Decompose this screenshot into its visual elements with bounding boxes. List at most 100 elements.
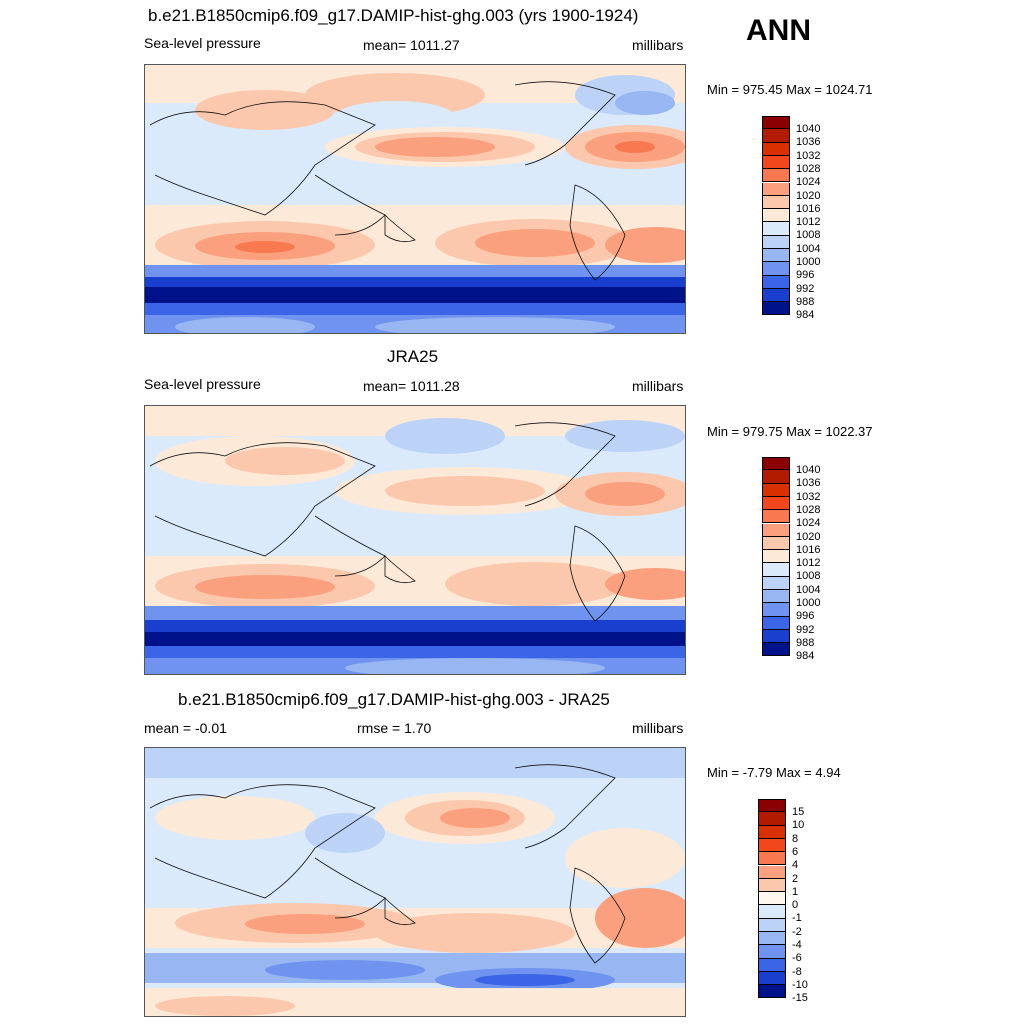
colorbar-swatch [762,116,790,130]
colorbar-swatch [762,576,790,590]
colorbar-swatch [762,302,790,316]
colorbar-tick-label: 1012 [796,216,821,229]
colorbar-tick-label: 0 [792,899,799,912]
colorbar-tick-label: -6 [792,952,802,965]
colorbar-tick-label: 996 [796,610,815,623]
colorbar-tick-label: 988 [796,295,815,308]
colorbar-tick-label: 2 [792,872,799,885]
colorbar-swatch [758,892,786,906]
colorbar-swatch [762,470,790,484]
colorbar-tick-label: 6 [792,845,799,858]
colorbar-tick-label: 4 [792,859,799,872]
colorbar-swatch [758,905,786,919]
colorbar-swatch [758,958,786,972]
colorbar-swatch [758,945,786,959]
panel1-map [144,64,686,334]
colorbar-tick-label: -1 [792,912,802,925]
panel2-title: JRA25 [387,347,439,366]
colorbar-swatch [762,155,790,170]
colorbar-swatch [758,932,786,946]
colorbar-tick-label: 1036 [796,136,821,149]
colorbar-swatch [758,838,786,853]
colorbar-swatch [762,129,790,143]
panel3-title: b.e21.B1850cmip6.f09_g17.DAMIP-hist-ghg.… [178,690,610,709]
colorbar-tick-label: 1016 [796,543,821,556]
panel1-minmax: Min = 975.45 Max = 1024.71 [707,82,873,97]
colorbar-swatch [762,563,790,577]
colorbar-swatch [762,603,790,617]
colorbar-swatch [762,288,790,303]
colorbar-tick-label: 992 [796,282,815,295]
colorbar-tick-label: 996 [796,269,815,282]
colorbar-tick-label: 1020 [796,189,821,202]
panel2-minmax: Min = 979.75 Max = 1022.37 [707,424,873,439]
colorbar-tick-label: 992 [796,623,815,636]
colorbar-tick-label: 1040 [796,123,821,135]
colorbar-tick-label: 1032 [796,149,821,162]
colorbar-swatch [762,510,790,524]
panel3-minmax: Min = -7.79 Max = 4.94 [707,765,841,780]
colorbar-swatch [762,275,790,289]
colorbar-tick-label: 1004 [796,242,821,255]
colorbar-swatch [762,629,790,644]
colorbar-swatch [762,262,790,276]
colorbar-swatch [762,483,790,497]
colorbar-tick-label: 984 [796,650,815,663]
panel2-right-label: millibars [632,378,684,394]
panel2-map-svg [145,406,685,674]
colorbar-tick-label: 1024 [796,517,821,530]
colorbar-swatch [762,536,790,551]
panel2-left-label: Sea-level pressure [144,376,261,392]
panel1-center-label: mean= 1011.27 [363,37,460,53]
colorbar-tick-label: 8 [792,832,799,845]
colorbar-tick-label: 1040 [796,464,821,476]
colorbar-swatch [758,825,786,839]
colorbar-tick-label: -2 [792,925,802,938]
colorbar-swatch [758,865,786,879]
colorbar-swatch [758,812,786,826]
colorbar-tick-label: 1016 [796,202,821,215]
colorbar-tick-label: 1032 [796,490,821,503]
panel1-map-svg [145,65,685,333]
colorbar-tick-label: 1012 [796,557,821,570]
colorbar-swatch [762,616,790,630]
panel1-right-label: millibars [632,37,684,53]
panel3-map [144,747,686,1017]
colorbar-swatch [758,799,786,813]
season-label: ANN [746,14,811,47]
colorbar-swatch [762,182,790,196]
colorbar-tick-label: 1 [792,885,799,898]
colorbar-tick-label: 1036 [796,477,821,490]
colorbar-tick-label: 15 [792,806,805,818]
colorbar-swatch [762,643,790,657]
colorbar-tick-label: 984 [796,309,815,322]
colorbar-tick-label: 1008 [796,229,821,242]
panel1-left-label: Sea-level pressure [144,35,261,51]
colorbar-swatch [758,971,786,986]
colorbar-tick-label: 1028 [796,503,821,516]
panel3-map-svg [145,748,685,1016]
panel1-title: b.e21.B1850cmip6.f09_g17.DAMIP-hist-ghg.… [148,6,639,25]
colorbar-tick-label: 1020 [796,530,821,543]
colorbar-swatch [758,918,786,932]
colorbar-swatch [762,496,790,511]
panel2-center-label: mean= 1011.28 [363,378,460,394]
colorbar-tick-label: 1004 [796,583,821,596]
colorbar-swatch [762,235,790,249]
colorbar-tick-label: 1000 [796,256,821,268]
colorbar-swatch [762,222,790,236]
colorbar-tick-label: 1008 [796,570,821,583]
panel3-center-label: rmse = 1.70 [357,720,432,736]
colorbar-swatch [762,195,790,210]
colorbar-swatch [762,590,790,604]
colorbar-tick-label: 1000 [796,597,821,609]
panel2-map [144,405,686,675]
colorbar-swatch [762,523,790,537]
panel3-left-label: mean = -0.01 [144,720,227,736]
colorbar-swatch [758,852,786,866]
colorbar-swatch [762,249,790,263]
colorbar-tick-label: 988 [796,636,815,649]
colorbar-swatch [762,142,790,156]
colorbar-swatch [762,209,790,223]
colorbar-swatch [762,457,790,471]
